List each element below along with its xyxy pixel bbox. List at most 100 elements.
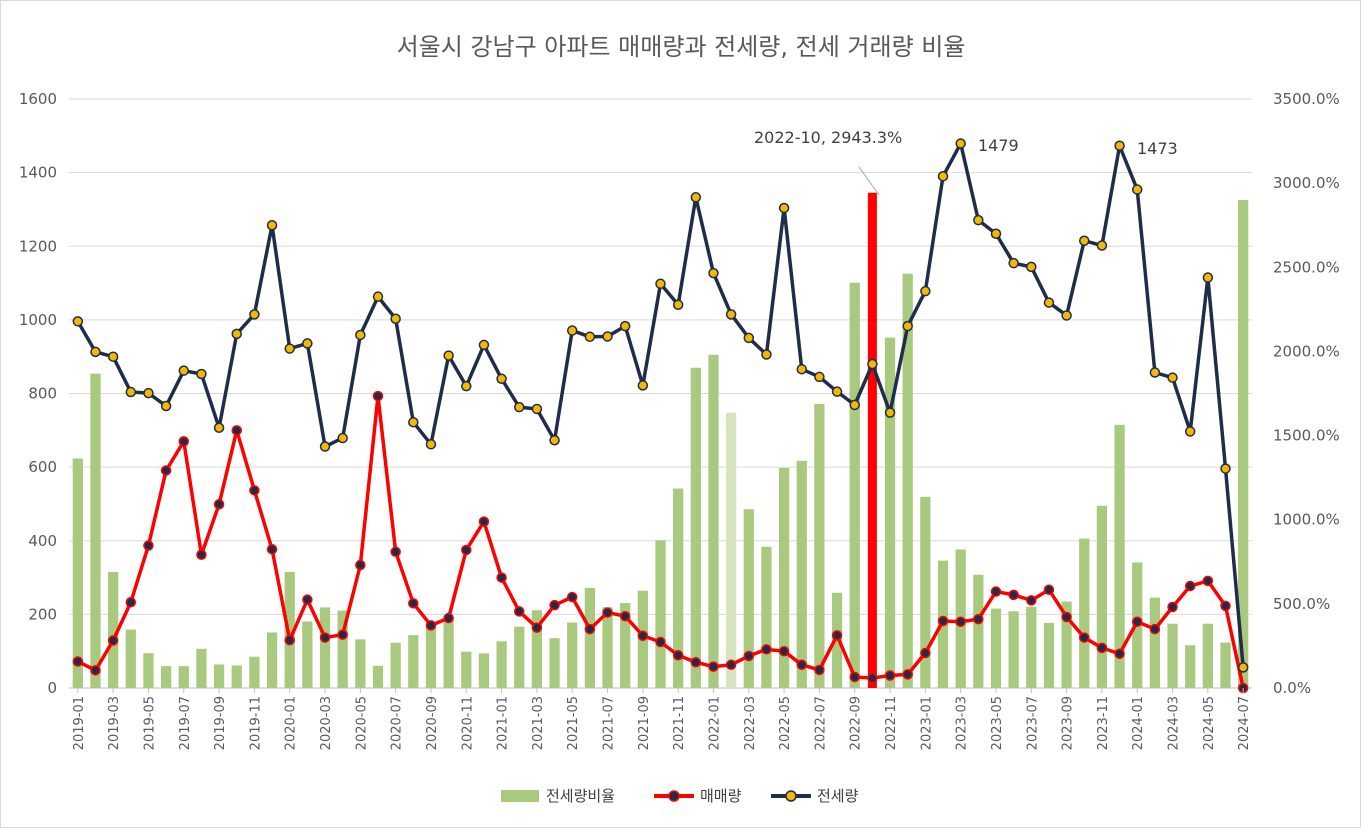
jeonse-volume-point (743, 332, 755, 344)
bar-jeonse-ratio (602, 607, 613, 688)
sale-volume-point (955, 616, 966, 627)
bar-jeonse-ratio (514, 626, 525, 688)
sale-volume-point (902, 669, 913, 680)
sale-volume-point (72, 656, 84, 667)
bar-jeonse-ratio (849, 282, 860, 688)
sale-volume-point (1167, 601, 1178, 613)
left-tick-label: 400 (28, 532, 57, 550)
callout-label: 2022-10, 2943.3% (754, 128, 902, 147)
right-tick-label: 2000.0% (1273, 342, 1340, 360)
x-tick-label: 2020-03 (319, 696, 334, 750)
right-tick-label: 3000.0% (1273, 174, 1340, 192)
bar-jeonse-ratio (549, 638, 560, 688)
jeonse-volume-point (619, 320, 631, 332)
sale-volume-point (125, 596, 137, 608)
jeonse-volume-point (196, 368, 207, 380)
sale-volume-point (1096, 642, 1108, 654)
jeonse-volume-point (708, 267, 719, 279)
sale-volume-point (602, 607, 613, 618)
x-tick-label: 2023-11 (1096, 696, 1111, 750)
jeonse-volume-point (425, 439, 437, 450)
jeonse-volume-point (1008, 257, 1019, 269)
jeonse-volume-point (319, 441, 331, 452)
x-tick-label: 2021-11 (672, 696, 687, 750)
jeonse-volume-point (602, 331, 613, 342)
bar-jeonse-ratio (1043, 622, 1055, 688)
sale-volume-point (831, 630, 843, 641)
bar-jeonse-ratio (584, 587, 595, 688)
x-tick-label: 2022-07 (813, 696, 828, 750)
bar-jeonse-ratio (920, 496, 931, 688)
sale-volume-point (1220, 600, 1231, 612)
bar-jeonse-ratio (990, 608, 1002, 688)
bar-jeonse-ratio (902, 273, 913, 688)
sale-volume-point (761, 644, 772, 655)
legend-label-ratio: 전세량비율 (546, 787, 615, 805)
bar-jeonse-ratio (726, 412, 737, 688)
sale-volume-point (814, 664, 825, 676)
bar-jeonse-ratio (408, 635, 419, 688)
jeonse-volume-point (990, 228, 1002, 239)
jeonse-volume-point (1096, 240, 1108, 251)
bar-jeonse-ratio (461, 651, 472, 688)
sale-volume-point (1079, 632, 1090, 643)
jeonse-volume-point (178, 365, 190, 376)
x-tick-label: 2019-11 (248, 696, 263, 750)
legend-swatch-bar (501, 790, 539, 802)
jeonse-volume-point (973, 214, 984, 226)
sale-volume-point (725, 659, 737, 671)
bar-jeonse-ratio (178, 666, 189, 688)
sale-volume-point (355, 559, 366, 571)
bar-jeonse-ratio (708, 354, 719, 688)
jeonse-volume-point (513, 401, 525, 413)
x-tick-label: 2024-05 (1202, 696, 1217, 750)
jeonse-volume-point (337, 432, 348, 444)
bar-jeonse-ratio (1079, 538, 1090, 688)
right-axis-ticks: 0.0% 500.0% 1000.0% 1500.0% 2000.0% 2500.0% 30… (1273, 90, 1340, 697)
jeonse-volume-point (1237, 662, 1249, 673)
bar-jeonse-ratio (655, 540, 666, 688)
x-tick-label: 2019-01 (72, 696, 87, 750)
bar-jeonse-ratio (1220, 642, 1231, 688)
jeonse-volume-point (955, 138, 966, 149)
jeonse-volume-point (443, 350, 454, 361)
sale-volume-point (443, 612, 454, 624)
annotations: 2022-10, 2943.3% 1479 1473 (754, 128, 1178, 196)
jeonse-volume-point (496, 373, 507, 385)
legend-swatch-sale-marker (668, 790, 680, 802)
jeonse-volume-point (143, 387, 154, 399)
sale-volume-point (1026, 595, 1037, 606)
x-tick-label: 2019-07 (178, 696, 193, 750)
bar-jeonse-ratio (814, 403, 825, 688)
x-tick-label: 2023-03 (955, 696, 970, 750)
bar-jeonse-ratio (567, 622, 578, 688)
jeonse-volume-point (231, 328, 242, 340)
x-tick-label: 2020-01 (284, 696, 299, 750)
bar-jeonse-ratio (478, 653, 490, 688)
jeonse-volume-point (266, 220, 278, 231)
jeonse-volume-point (761, 349, 772, 360)
jeonse-volume-point (90, 346, 101, 358)
x-tick-label: 2019-03 (107, 696, 122, 750)
sale-volume-point (143, 540, 154, 551)
sale-volume-point (302, 594, 313, 605)
jeonse-volume-point (1079, 235, 1090, 246)
x-tick-label: 2020-09 (425, 696, 440, 750)
jeonse-volume-point (637, 380, 649, 391)
jeonse-volume-point (831, 386, 843, 397)
sale-volume-point (566, 591, 578, 603)
bar-jeonse-ratio (1026, 606, 1037, 688)
jeonse-volume-point (867, 358, 878, 370)
sale-volume-point (496, 572, 507, 583)
bar-jeonse-ratio (743, 509, 754, 688)
left-tick-label: 1400 (19, 164, 57, 182)
bar-jeonse-ratio (796, 460, 807, 688)
bar-jeonse-ratio (1238, 199, 1249, 688)
right-tick-label: 2500.0% (1273, 258, 1340, 276)
x-tick-label: 2024-01 (1131, 696, 1146, 750)
bar-jeonse-ratio (1096, 505, 1108, 688)
sale-volume-point (231, 425, 242, 436)
x-tick-label: 2024-03 (1167, 696, 1182, 750)
x-tick-label: 2022-11 (884, 696, 899, 750)
